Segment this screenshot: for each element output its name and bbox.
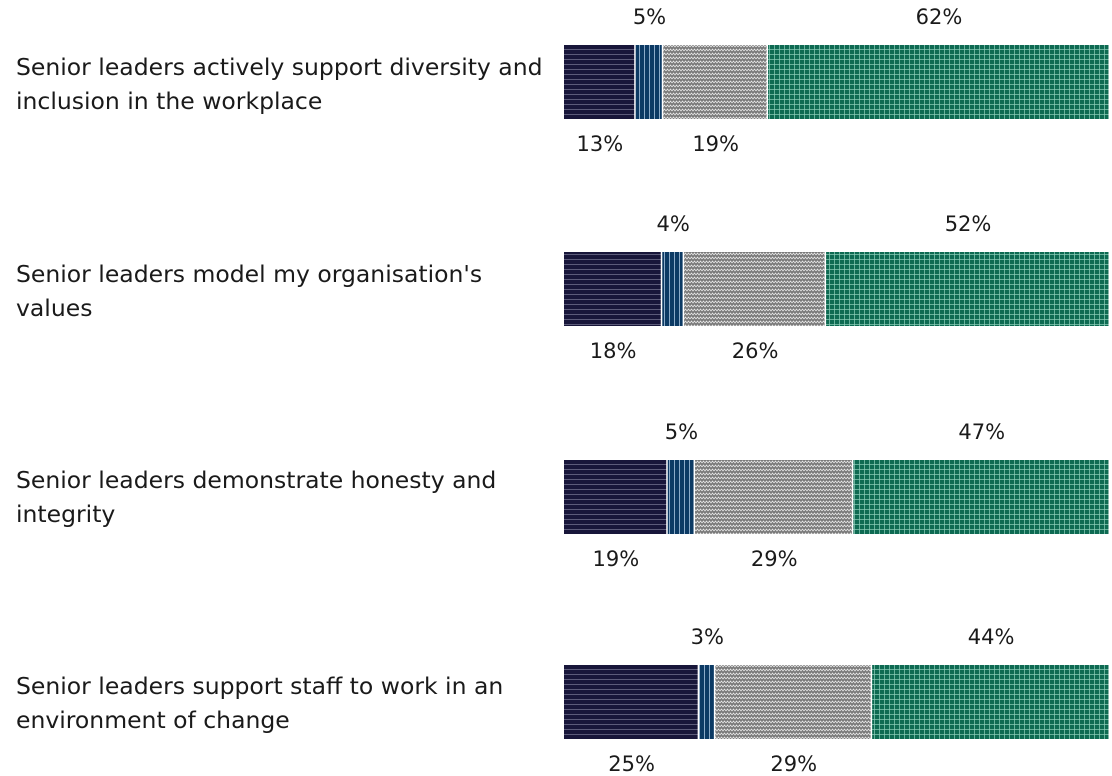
segment-3-bar bbox=[684, 252, 825, 326]
data-label: 5% bbox=[632, 5, 667, 29]
segment-1-bar bbox=[564, 45, 635, 119]
segment-2-bar bbox=[662, 252, 683, 326]
data-label: 29% bbox=[750, 547, 798, 571]
category-label: Senior leaders support staff to work in … bbox=[16, 672, 504, 734]
segment-1-bar bbox=[564, 460, 667, 534]
segment-4-bar bbox=[872, 665, 1109, 739]
data-label: 4% bbox=[656, 212, 690, 236]
data-label: 19% bbox=[592, 547, 640, 571]
segment-3-bar bbox=[663, 45, 767, 119]
data-label: 3% bbox=[690, 625, 724, 649]
segment-4-bar bbox=[826, 252, 1109, 326]
segment-3-bar bbox=[695, 460, 852, 534]
data-label: 29% bbox=[770, 752, 818, 776]
data-label: 44% bbox=[967, 625, 1015, 649]
segment-1-bar bbox=[564, 252, 661, 326]
segment-1-bar bbox=[564, 665, 698, 739]
data-label: 25% bbox=[608, 752, 655, 776]
category-label: Senior leaders actively support diversit… bbox=[16, 53, 543, 115]
data-label: 19% bbox=[692, 132, 739, 156]
data-label: 52% bbox=[944, 212, 992, 236]
data-label: 5% bbox=[664, 420, 699, 444]
category-label: Senior leaders demonstrate honesty and i… bbox=[16, 466, 497, 528]
segment-2-bar bbox=[635, 45, 662, 119]
data-label: 62% bbox=[915, 5, 963, 29]
segment-4-bar bbox=[853, 460, 1109, 534]
data-label: 26% bbox=[731, 339, 779, 363]
segment-2-bar bbox=[667, 460, 694, 534]
data-label: 18% bbox=[589, 339, 637, 363]
segment-3-bar bbox=[715, 665, 871, 739]
segment-2-bar bbox=[699, 665, 714, 739]
segment-4-bar bbox=[768, 45, 1109, 119]
data-label: 13% bbox=[576, 132, 624, 156]
category-label: Senior leaders model my organisation's v… bbox=[16, 260, 483, 322]
data-label: 47% bbox=[958, 420, 1006, 444]
